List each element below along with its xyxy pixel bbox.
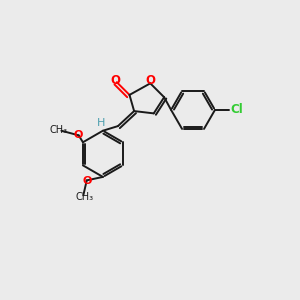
- Text: O: O: [110, 74, 120, 87]
- Text: O: O: [145, 74, 155, 87]
- Text: H: H: [96, 118, 105, 128]
- Text: O: O: [74, 130, 83, 140]
- Text: CH₃: CH₃: [75, 192, 94, 202]
- Text: CH₃: CH₃: [50, 124, 68, 135]
- Text: Cl: Cl: [230, 103, 243, 116]
- Text: O: O: [82, 176, 92, 186]
